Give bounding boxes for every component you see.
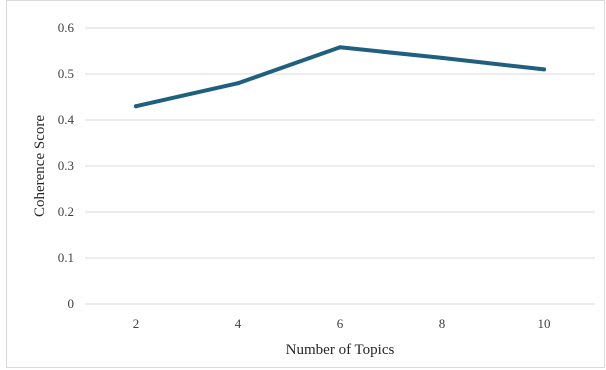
y-tick-labels: 0 0.1 0.2 0.3 0.4 0.5 0.6 <box>58 20 75 311</box>
y-tick-label: 0.5 <box>58 66 74 81</box>
x-tick-labels: 2 4 6 8 10 <box>133 316 551 331</box>
series-line <box>134 45 546 109</box>
data-point <box>440 55 444 60</box>
y-tick-label: 0.2 <box>58 204 74 219</box>
gridlines <box>85 27 595 305</box>
y-tick-label: 0 <box>68 296 75 311</box>
data-point <box>338 45 342 50</box>
x-tick-label: 8 <box>439 316 446 331</box>
x-tick-label: 10 <box>538 316 551 331</box>
x-axis-title: Number of Topics <box>286 342 395 358</box>
x-tick-label: 6 <box>337 316 344 331</box>
series-layer <box>134 45 546 109</box>
y-tick-label: 0.4 <box>58 112 75 127</box>
y-tick-label: 0.1 <box>58 250 74 265</box>
x-tick-label: 4 <box>235 316 242 331</box>
x-tick-label: 2 <box>133 316 140 331</box>
data-point <box>236 81 240 86</box>
data-point <box>542 67 546 72</box>
data-point <box>134 104 138 109</box>
y-tick-label: 0.3 <box>58 158 74 173</box>
y-axis-title: Coherence Score <box>32 115 48 217</box>
y-tick-label: 0.6 <box>58 20 75 35</box>
